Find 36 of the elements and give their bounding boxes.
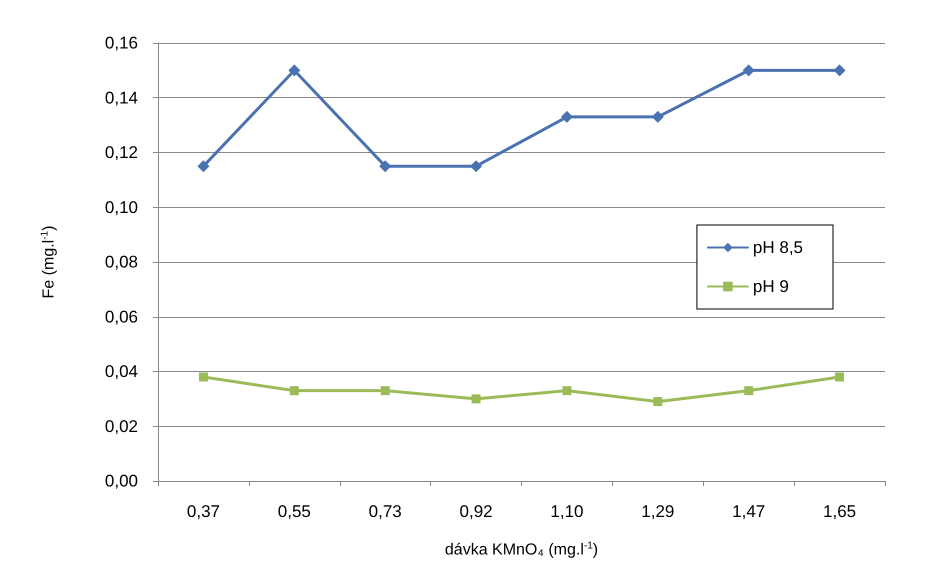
x-tick-label: 0,55: [278, 502, 311, 521]
y-axis-title: Fe (mg.l-1): [40, 226, 58, 298]
x-tick-label: 0,92: [460, 502, 493, 521]
y-tick-label: 0,16: [104, 34, 138, 52]
legend-label: pH 9: [752, 277, 789, 296]
x-tick-label: 0,73: [368, 502, 402, 521]
point: [470, 160, 482, 172]
point: [834, 64, 846, 76]
y-tick-label: 0,00: [104, 472, 138, 490]
point: [472, 394, 481, 404]
y-tick-label: 0,10: [104, 198, 138, 217]
point: [290, 386, 299, 396]
point: [560, 110, 573, 123]
point: [197, 160, 210, 172]
x-tick-label: 1,29: [641, 502, 674, 521]
legend-label: pH 8,5: [752, 238, 804, 257]
y-tick-label: 0,12: [104, 143, 138, 162]
y-tick-label: 0,02: [104, 416, 138, 436]
y-tick-label: 0,06: [104, 307, 138, 326]
point: [198, 372, 208, 382]
x-tick-label: 1,47: [732, 502, 766, 521]
x-tick-label: 1,65: [823, 502, 856, 521]
y-tick-label: 0,14: [104, 88, 138, 108]
point: [288, 64, 300, 76]
point: [380, 386, 390, 396]
point: [652, 110, 664, 123]
x-tick-label: 0,37: [186, 502, 220, 521]
point: [742, 64, 755, 76]
point: [379, 160, 392, 172]
x-tick-label: 1,10: [550, 502, 584, 521]
point: [744, 386, 754, 396]
y-tick-label: 0,04: [104, 362, 138, 381]
point: [653, 397, 662, 406]
y-tick-label: 0,08: [104, 252, 138, 272]
point: [562, 386, 572, 396]
point: [835, 372, 844, 382]
